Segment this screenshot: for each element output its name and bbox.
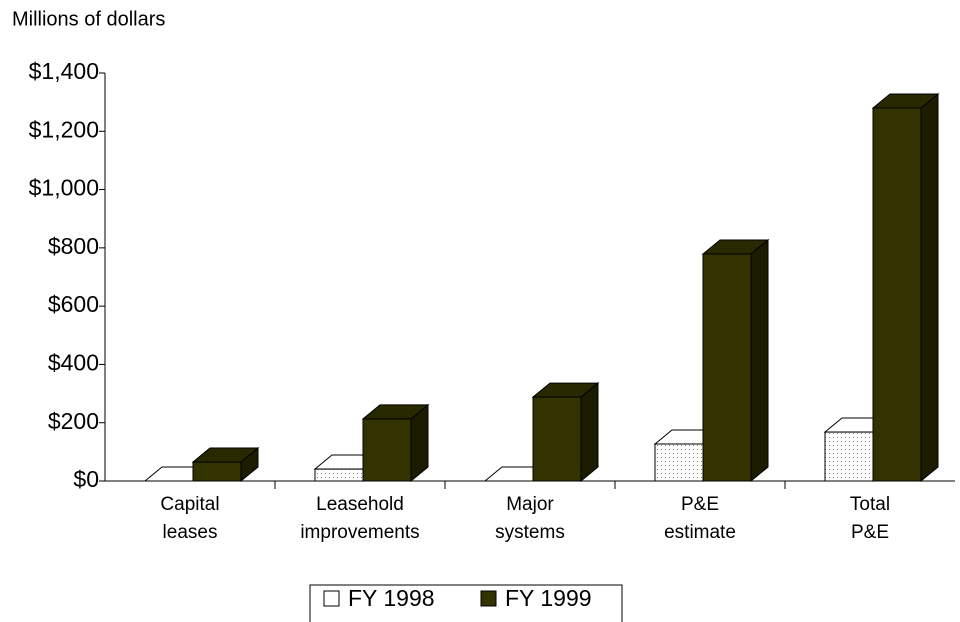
bar-side xyxy=(750,238,769,483)
x-tick-label: Total P&E xyxy=(850,494,890,543)
y-tick-label: $0 xyxy=(73,466,99,492)
bar xyxy=(872,107,922,482)
x-tick-label: Major systems xyxy=(495,494,565,543)
x-tick-label: Leasehold improvements xyxy=(300,494,419,543)
bar xyxy=(362,418,412,482)
y-tick-label: $1,000 xyxy=(29,175,99,201)
y-tick-label: $400 xyxy=(48,350,99,376)
y-tick-label: $800 xyxy=(48,233,99,259)
y-tick-label: $600 xyxy=(48,291,99,317)
legend-swatch xyxy=(480,590,497,607)
legend-box xyxy=(309,584,623,622)
y-axis-label: Millions of dollars xyxy=(12,8,165,30)
bar-side xyxy=(580,382,599,483)
x-tick-label: Capital leases xyxy=(160,494,219,543)
y-tick-label: $200 xyxy=(48,408,99,434)
bar xyxy=(192,461,242,482)
legend-label: FY 1998 xyxy=(348,585,435,611)
bar-texture xyxy=(654,443,704,482)
legend-swatch xyxy=(323,590,340,607)
y-tick-label: $1,200 xyxy=(29,116,99,142)
bar xyxy=(532,396,582,482)
y-tick-label: $1,400 xyxy=(29,58,99,84)
bar-side xyxy=(920,92,939,483)
x-tick-label: P&E estimate xyxy=(664,494,736,543)
legend-label: FY 1999 xyxy=(505,585,592,611)
bar-texture xyxy=(824,431,874,482)
bar-texture xyxy=(314,468,364,482)
bar xyxy=(702,253,752,482)
